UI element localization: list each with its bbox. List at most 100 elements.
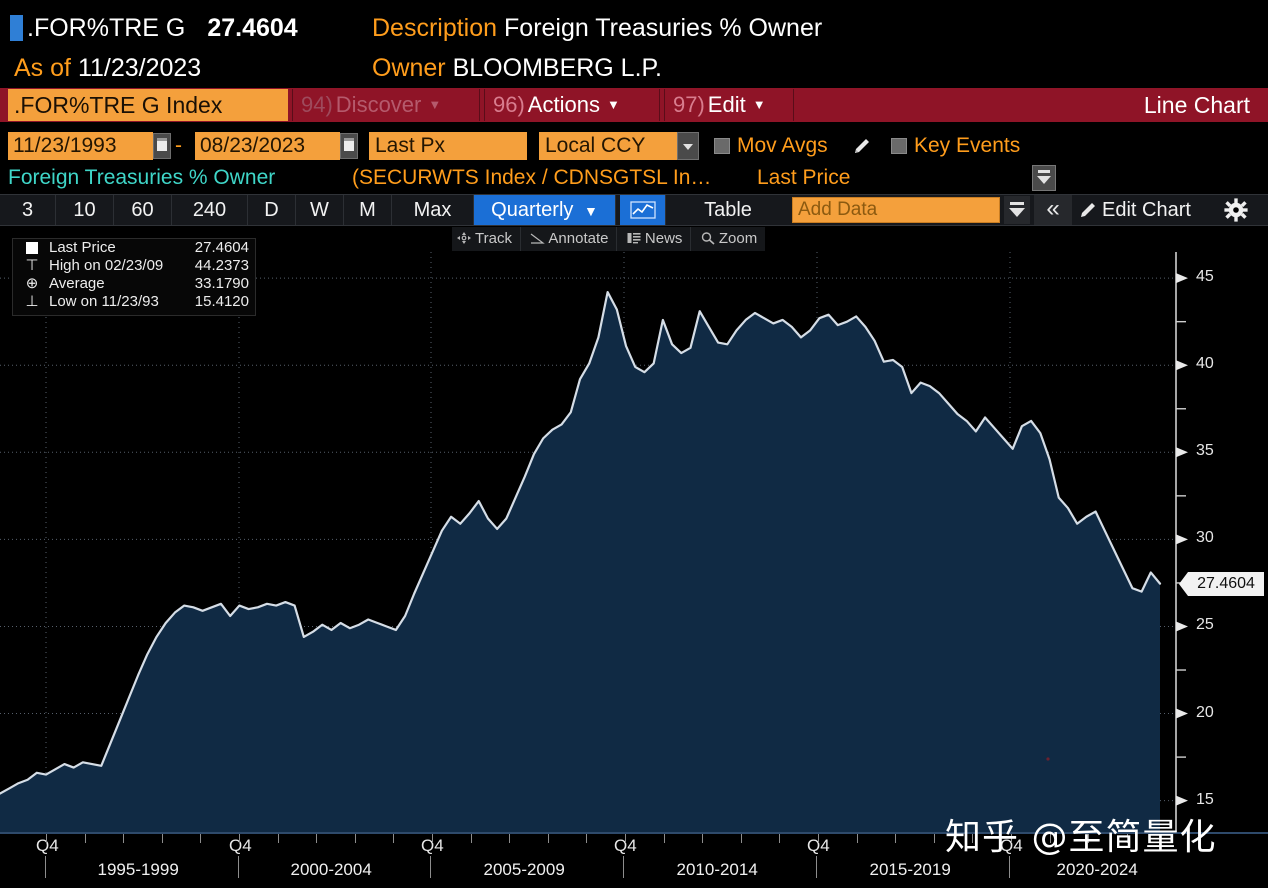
header: .FOR%TRE G 27.4604 Description Foreign Tr… bbox=[0, 0, 1268, 88]
key-events-checkbox[interactable] bbox=[891, 138, 907, 154]
ticker-input[interactable]: .FOR%TRE G Index bbox=[8, 89, 288, 121]
mov-avgs-checkbox[interactable] bbox=[714, 138, 730, 154]
legend-row: Last Price 27.4604 bbox=[13, 239, 255, 257]
y-axis-ticks bbox=[1176, 273, 1188, 806]
as-of-label: As of bbox=[14, 54, 71, 82]
line-chart-toggle-button[interactable] bbox=[620, 195, 666, 225]
line-chart-icon bbox=[629, 201, 656, 219]
last-price-tag: 27.4604 bbox=[1179, 571, 1264, 596]
price-chart-plot bbox=[0, 252, 1268, 832]
track-label: Track bbox=[475, 230, 512, 247]
menu-number: 96) bbox=[493, 92, 525, 117]
x-axis-range-label: 2010-2014 bbox=[676, 860, 758, 879]
annotate-icon bbox=[531, 233, 546, 244]
ticker-symbol: .FOR%TRE G bbox=[27, 14, 186, 42]
x-axis-range-label: 1995-1999 bbox=[97, 860, 179, 879]
x-axis-minor-tick bbox=[933, 834, 935, 843]
legend-average-marker-icon: ⊕ bbox=[25, 275, 39, 292]
price-line bbox=[0, 290, 1162, 795]
chevron-down-icon: ▼ bbox=[583, 203, 598, 219]
x-axis-quarter-label: Q4 bbox=[36, 836, 59, 878]
mov-avgs-label: Mov Avgs bbox=[737, 134, 828, 157]
x-axis-quarter-label: Q4 bbox=[421, 836, 444, 878]
x-axis-minor-tick bbox=[161, 834, 163, 843]
chevron-down-icon[interactable] bbox=[1004, 196, 1030, 224]
frequency-dropdown[interactable]: Quarterly ▼ bbox=[474, 195, 616, 225]
frequency-label: Quarterly bbox=[491, 199, 574, 221]
x-axis-minor-tick bbox=[856, 834, 858, 843]
period-button-3[interactable]: 3 bbox=[0, 195, 56, 225]
edit-chart-button[interactable]: Edit Chart bbox=[1078, 195, 1191, 225]
period-button-240[interactable]: 240 bbox=[172, 195, 248, 225]
key-events-label: Key Events bbox=[914, 134, 1021, 157]
x-axis-minor-tick bbox=[818, 834, 819, 843]
zoom-tool-button[interactable]: Zoom bbox=[696, 227, 765, 251]
x-axis-range-label: 2020-2024 bbox=[1056, 860, 1138, 879]
description-row: Description Foreign Treasuries % Owner bbox=[372, 10, 822, 46]
period-button-m[interactable]: M bbox=[344, 195, 392, 225]
chevron-down-icon[interactable] bbox=[677, 132, 699, 160]
x-axis-quarter-label: Q4 bbox=[229, 836, 252, 878]
date-to-input[interactable]: 08/23/2023 bbox=[195, 132, 340, 160]
legend-swatch-icon bbox=[19, 239, 45, 257]
period-button-10[interactable]: 10 bbox=[56, 195, 114, 225]
menu-item-discover[interactable]: 94) Discover ▼ bbox=[292, 89, 480, 121]
menu-item-edit[interactable]: 97) Edit ▼ bbox=[664, 89, 794, 121]
x-axis: Q4 1995-1999 Q4 2000-2004 Q4 2005-2009 Q4 2010-… bbox=[0, 832, 1268, 888]
period-button-60[interactable]: 60 bbox=[114, 195, 172, 225]
x-axis-minor-tick bbox=[509, 834, 511, 843]
table-view-button[interactable]: Table bbox=[704, 199, 752, 221]
series-name-label: Foreign Treasuries % Owner bbox=[8, 166, 276, 189]
x-axis-minor-tick bbox=[895, 834, 897, 843]
chart-type-label: Line Chart bbox=[1143, 92, 1250, 118]
calendar-icon[interactable] bbox=[340, 133, 358, 159]
menu-label: Edit bbox=[707, 92, 746, 117]
x-axis-minor-tick bbox=[1011, 834, 1012, 843]
gear-icon[interactable] bbox=[1224, 198, 1248, 222]
edit-chart-label: Edit Chart bbox=[1102, 199, 1191, 221]
y-axis-tick-label: 25 bbox=[1196, 616, 1214, 634]
period-button-max[interactable]: Max bbox=[392, 195, 474, 225]
add-data-input[interactable]: Add Data bbox=[792, 197, 1000, 223]
legend-value: 15.4120 bbox=[194, 293, 249, 310]
x-axis-minor-tick bbox=[586, 834, 588, 843]
x-axis-minor-tick bbox=[239, 834, 240, 843]
currency-input[interactable]: Local CCY bbox=[539, 132, 677, 160]
menu-bar: .FOR%TRE G Index 94) Discover ▼ 96) Actions… bbox=[0, 88, 1268, 122]
legend-row: ⊥ Low on 11/23/93 15.4120 bbox=[13, 293, 255, 311]
period-button-d[interactable]: D bbox=[248, 195, 296, 225]
x-axis-minor-tick bbox=[702, 834, 704, 843]
chart-area[interactable]: Last Price 27.4604 ⊤ High on 02/23/09 44… bbox=[0, 238, 1268, 832]
legend-label: Average bbox=[49, 275, 105, 292]
news-tool-button[interactable]: News bbox=[622, 227, 692, 251]
y-axis-tick-label: 45 bbox=[1196, 268, 1214, 286]
x-axis-minor-tick bbox=[277, 834, 279, 843]
pencil-icon[interactable] bbox=[852, 136, 872, 156]
period-button-w[interactable]: W bbox=[296, 195, 344, 225]
menu-item-actions[interactable]: 96) Actions ▼ bbox=[484, 89, 660, 121]
expand-down-icon[interactable] bbox=[1032, 165, 1056, 191]
calendar-icon[interactable] bbox=[153, 133, 171, 159]
news-label: News bbox=[644, 230, 683, 247]
watermark: 知乎 @至简量化 bbox=[945, 817, 1217, 858]
zoom-label: Zoom bbox=[718, 230, 758, 247]
annotate-tool-button[interactable]: Annotate bbox=[525, 227, 618, 251]
price-type-input[interactable]: Last Px bbox=[369, 132, 527, 160]
x-axis-minor-tick bbox=[46, 834, 47, 843]
chevron-down-icon: ▼ bbox=[606, 97, 620, 112]
series-source-label: (SECURWTS Index / CDNSGTSL In… bbox=[352, 166, 712, 189]
x-axis-minor-tick bbox=[740, 834, 742, 843]
x-axis-minor-tick bbox=[1049, 834, 1051, 843]
header-ticker-row: .FOR%TRE G 27.4604 bbox=[0, 10, 298, 46]
collapse-panel-button[interactable]: « bbox=[1034, 195, 1072, 225]
legend-row: ⊤ High on 02/23/09 44.2373 bbox=[13, 257, 255, 275]
date-from-input[interactable]: 11/23/1993 bbox=[8, 132, 153, 160]
track-tool-button[interactable]: Track bbox=[452, 227, 521, 251]
x-axis-minor-tick bbox=[470, 834, 472, 843]
description-label: Description bbox=[372, 14, 498, 42]
x-axis-range-label: 2000-2004 bbox=[290, 860, 372, 879]
x-axis-minor-tick bbox=[200, 834, 202, 843]
chart-legend[interactable]: Last Price 27.4604 ⊤ High on 02/23/09 44… bbox=[12, 238, 256, 316]
legend-label: Last Price bbox=[49, 239, 116, 256]
